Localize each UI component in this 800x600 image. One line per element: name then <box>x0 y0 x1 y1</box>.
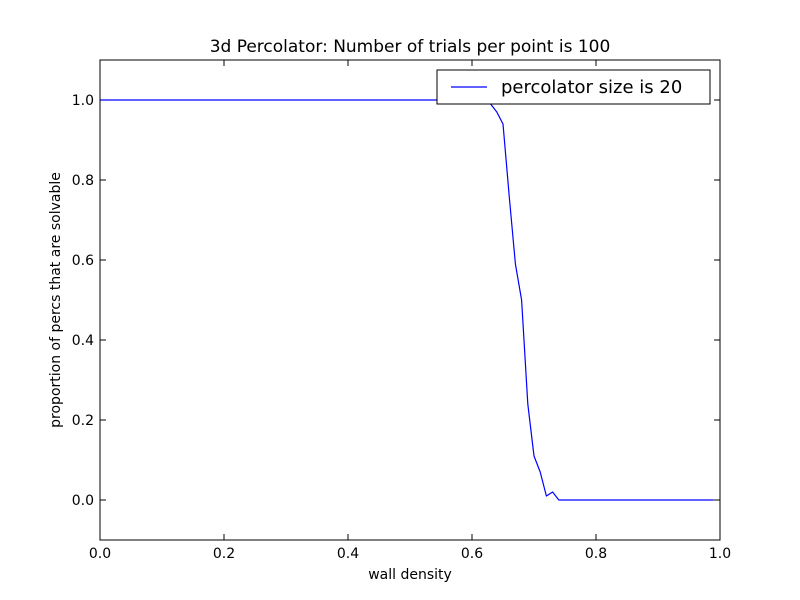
x-tick-label: 0.0 <box>89 546 111 562</box>
chart-title: 3d Percolator: Number of trials per poin… <box>210 37 611 57</box>
legend: percolator size is 20 <box>436 69 711 105</box>
series-line-0 <box>100 99 714 501</box>
y-tick-label: 0.0 <box>72 493 94 509</box>
x-axis-label: wall density <box>368 567 452 583</box>
axes-frame <box>99 59 721 541</box>
x-tick-label: 0.2 <box>213 546 235 562</box>
y-tick-label: 1.0 <box>72 93 94 109</box>
x-tick-label: 0.4 <box>337 546 359 562</box>
y-tick-label: 0.4 <box>72 333 94 349</box>
y-tick-label: 0.2 <box>72 413 94 429</box>
x-tick-label: 1.0 <box>709 546 731 562</box>
plot-area: 0.0 0.2 0.4 0.6 0.8 1.0 0.0 0.2 0.4 0.6 0.8 1.0 perc… <box>72 59 731 562</box>
x-tick-label: 0.8 <box>585 546 607 562</box>
legend-label: percolator size is 20 <box>501 77 682 98</box>
x-tick-label: 0.6 <box>461 546 483 562</box>
y-tick-label: 0.8 <box>72 173 94 189</box>
y-axis-label: proportion of percs that are solvable <box>48 172 64 428</box>
y-tick-label: 0.6 <box>72 253 94 269</box>
